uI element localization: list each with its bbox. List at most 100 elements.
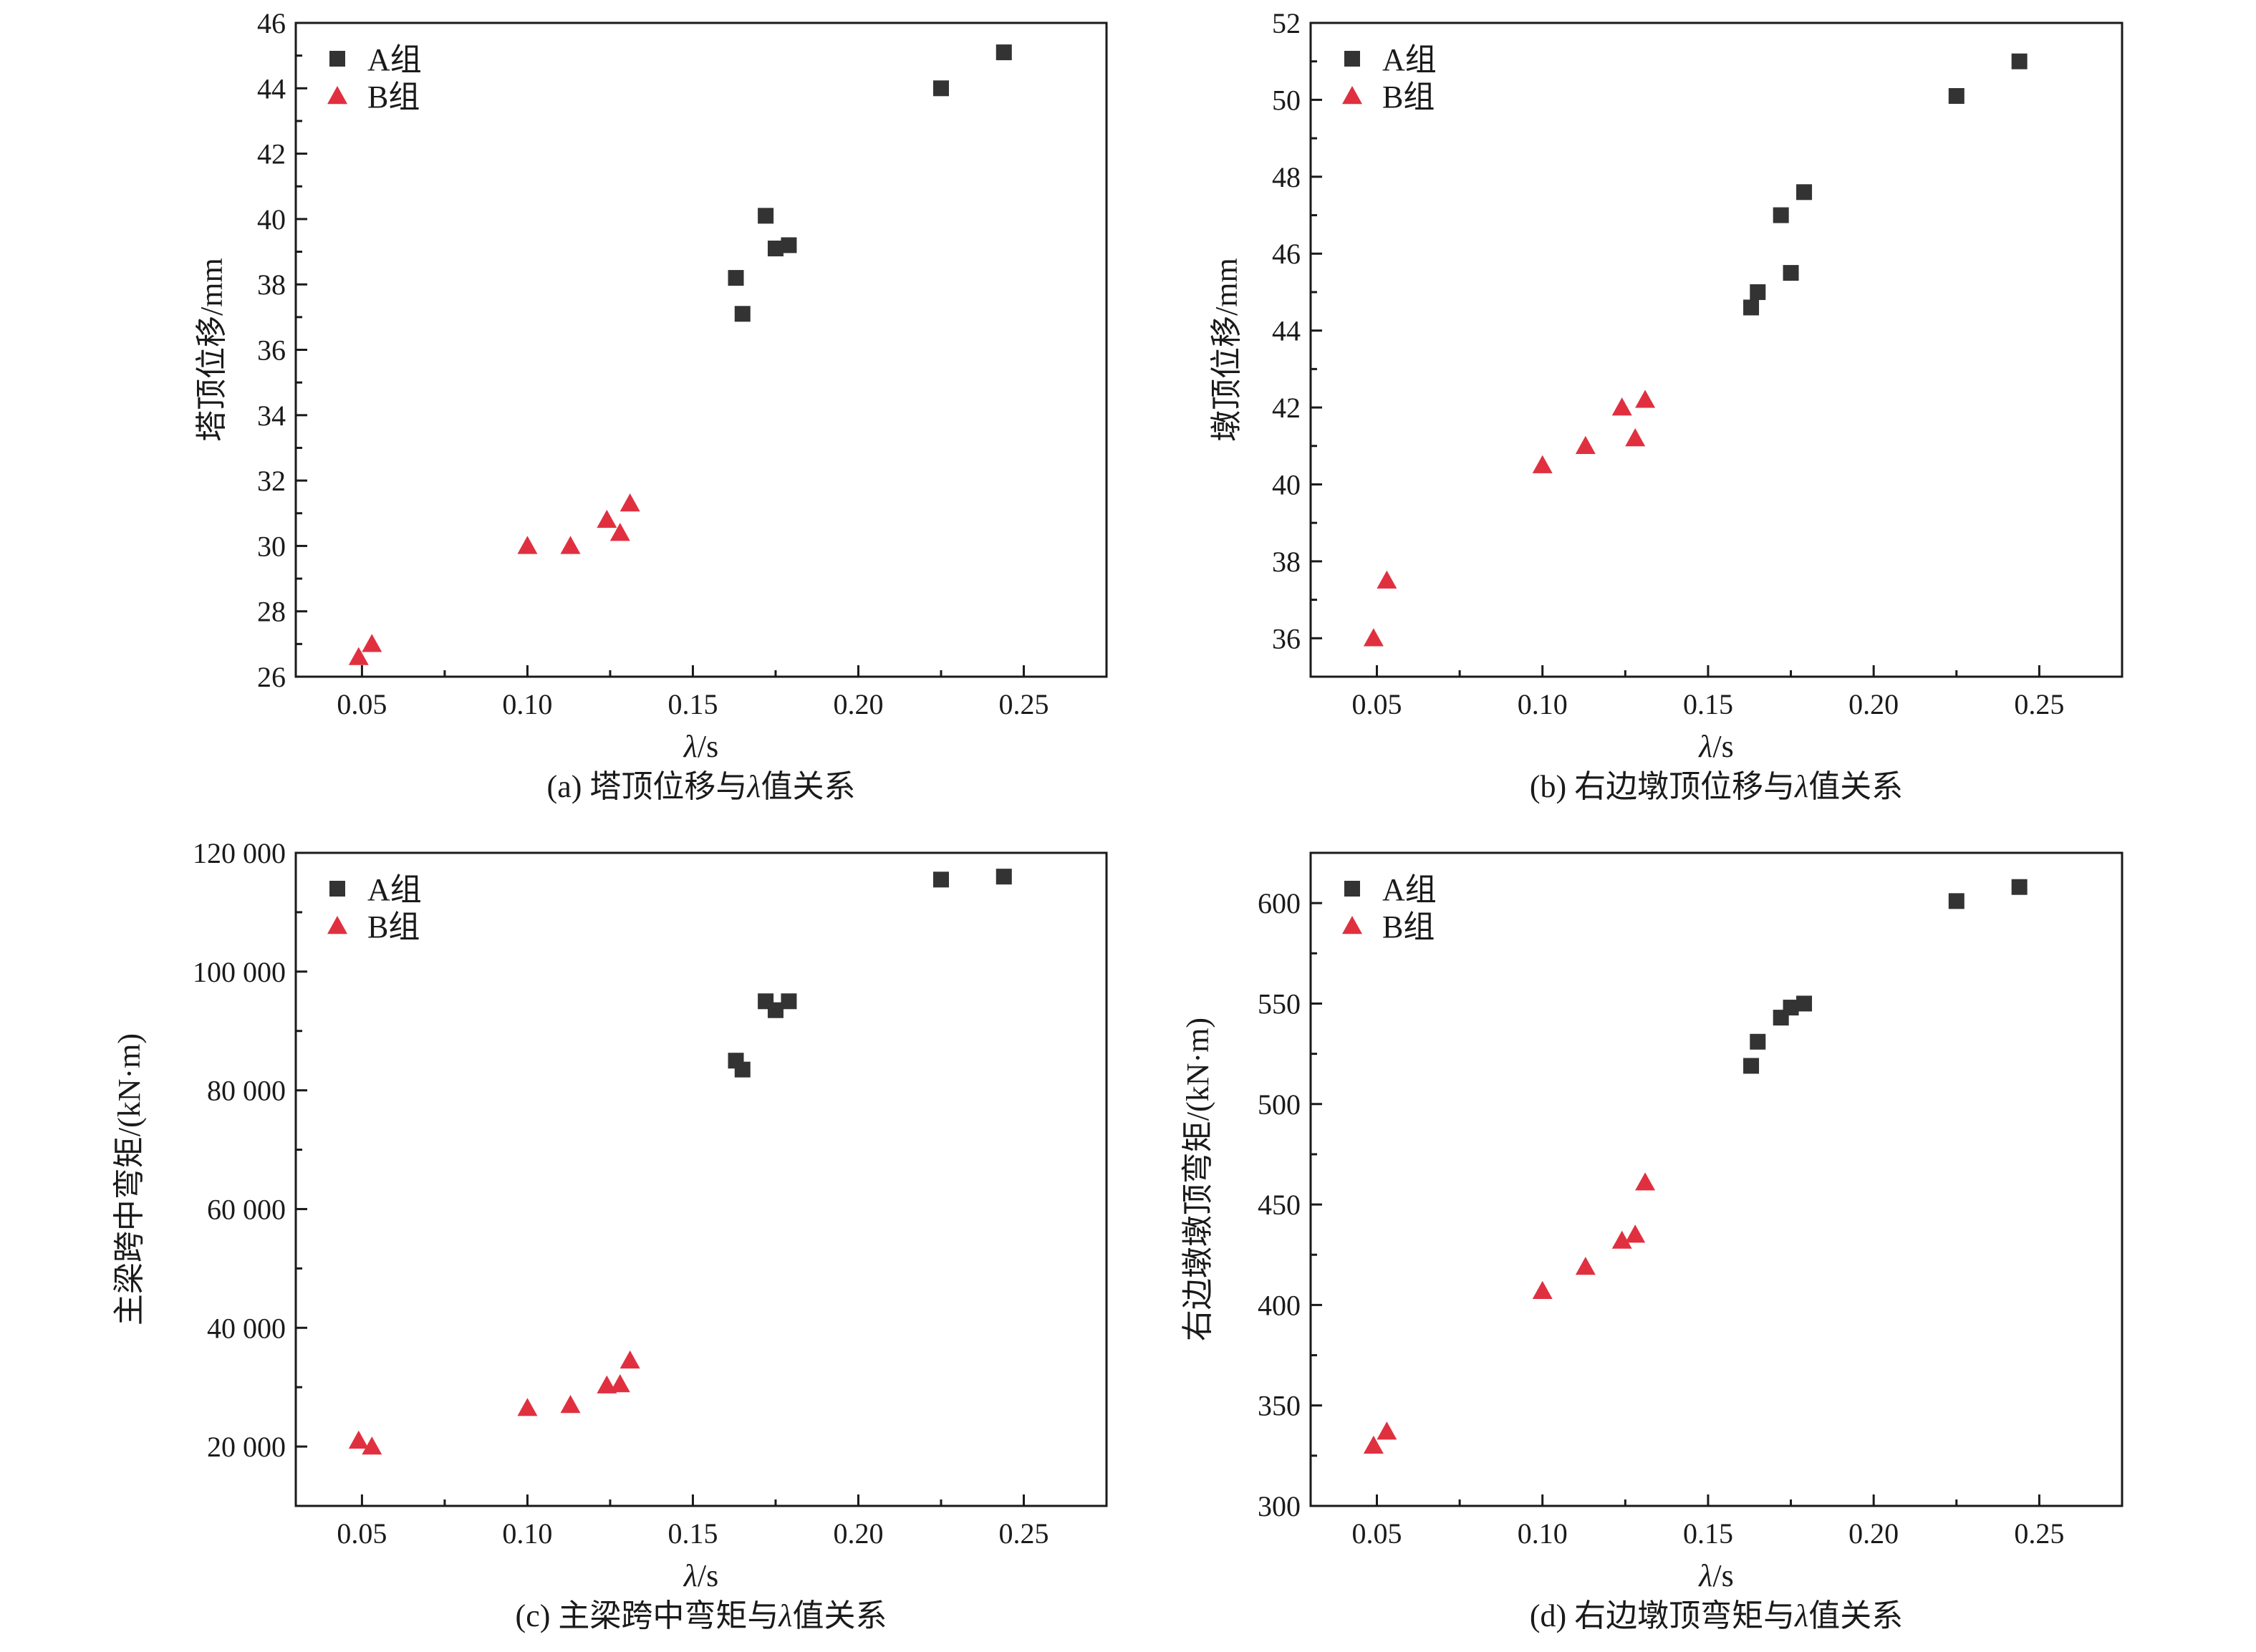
caption-lambda: λ — [746, 769, 761, 804]
data-point-a — [996, 869, 1012, 885]
legend-label: A组 — [367, 872, 422, 907]
data-point-a — [1783, 1000, 1799, 1016]
legend-label: B组 — [1382, 79, 1435, 115]
x-axis-variable: λ — [1697, 1558, 1712, 1593]
caption-suffix: 值关系 — [1808, 1598, 1903, 1633]
y-tick-label: 50 — [1272, 84, 1301, 116]
data-point-b — [620, 493, 640, 512]
data-point-a — [767, 240, 784, 256]
legend-marker-b — [327, 916, 347, 934]
data-point-b — [1611, 397, 1632, 416]
chart-panel-b: 0.05 0.10 0.15 0.20 0.25 36 38 40 42 44 46 48 50 52 λ/… — [1128, 0, 2256, 826]
x-tick-label: 0.05 — [1351, 1517, 1402, 1550]
data-point-b — [1625, 428, 1646, 447]
chart-caption: (c) 主梁跨中弯矩与λ值关系 — [516, 1598, 887, 1633]
data-point-b — [609, 1374, 630, 1393]
x-tick-label: 0.10 — [502, 1517, 552, 1550]
data-point-b — [1377, 1421, 1397, 1440]
caption-prefix: (a) 塔顶位移与 — [547, 769, 748, 804]
data-point-b — [620, 1350, 640, 1369]
data-point-b — [362, 1436, 382, 1455]
y-tick-label: 46 — [257, 7, 286, 39]
data-point-b — [609, 523, 630, 541]
y-tick-label: 400 — [1258, 1289, 1301, 1321]
plot-frame — [1309, 21, 2124, 678]
y-tick-label: 80 000 — [207, 1075, 286, 1107]
legend-label: A组 — [1382, 42, 1437, 77]
chart-caption: (b) 右边墩顶位移与λ值关系 — [1530, 769, 1903, 804]
chart-panel-d: 0.05 0.10 0.15 0.20 0.25 300 350 400 450 500 550 60… — [1128, 826, 2256, 1651]
y-tick-label: 32 — [257, 465, 286, 497]
x-axis-unit: /s — [1712, 1558, 1733, 1593]
y-tick-label: 46 — [1272, 238, 1301, 270]
y-tick-label: 550 — [1258, 987, 1301, 1020]
y-tick-label: 38 — [257, 269, 286, 301]
caption-lambda: λ — [1793, 769, 1808, 804]
x-axis-title: λ/s — [1697, 729, 1733, 764]
data-point-a — [781, 237, 797, 253]
y-tick-label: 48 — [1272, 161, 1301, 193]
y-axis-title: 塔顶位移/mm — [194, 258, 229, 442]
data-point-a — [932, 871, 949, 888]
caption-lambda: λ — [777, 1598, 792, 1633]
chart-svg: 0.05 0.10 0.15 0.20 0.25363840424446485052λ/… — [1209, 7, 2124, 804]
legend-marker-a — [329, 51, 345, 67]
x-tick-label: 0.15 — [667, 688, 718, 720]
y-tick-label: 26 — [257, 661, 286, 693]
data-point-a — [1796, 995, 1813, 1012]
caption-suffix: 值关系 — [792, 1598, 887, 1633]
data-point-b — [1625, 1224, 1646, 1243]
legend-marker-b — [1342, 86, 1362, 105]
legend-marker-b — [327, 86, 347, 105]
y-tick-label: 350 — [1258, 1390, 1301, 1422]
plot-frame — [294, 851, 1108, 1507]
data-point-b — [1611, 1230, 1632, 1249]
data-point-a — [734, 1061, 751, 1078]
x-tick-label: 0.15 — [1683, 688, 1733, 720]
x-tick-label: 0.05 — [1351, 688, 1402, 720]
legend-marker-a — [1344, 881, 1360, 897]
chart-caption: (d) 右边墩顶弯矩与λ值关系 — [1530, 1598, 1903, 1633]
caption-prefix: (c) 主梁跨中弯矩与 — [516, 1598, 779, 1633]
y-tick-label: 40 — [257, 203, 286, 236]
x-tick-label: 0.15 — [1683, 1517, 1733, 1550]
data-point-a — [932, 80, 949, 97]
data-point-b — [362, 634, 382, 652]
y-tick-label: 120 000 — [193, 837, 286, 869]
data-point-b — [1532, 1280, 1553, 1299]
data-point-b — [560, 536, 581, 554]
data-point-b — [517, 1398, 538, 1416]
y-tick-label: 60 000 — [207, 1193, 286, 1225]
legend-marker-a — [329, 881, 345, 897]
caption-suffix: 值关系 — [761, 769, 855, 804]
x-tick-label: 0.10 — [1518, 1517, 1568, 1550]
x-tick-label: 0.20 — [833, 1517, 883, 1550]
data-point-b — [1575, 435, 1596, 454]
x-tick-label: 0.10 — [1518, 688, 1568, 720]
y-tick-label: 42 — [1272, 392, 1301, 424]
y-tick-label: 36 — [257, 334, 286, 367]
y-tick-label: 600 — [1258, 887, 1301, 919]
x-tick-label: 0.05 — [337, 1517, 387, 1550]
y-tick-label: 30 — [257, 530, 286, 562]
x-axis-variable: λ — [683, 729, 698, 764]
data-point-b — [1363, 628, 1384, 647]
caption-suffix: 值关系 — [1808, 769, 1903, 804]
data-point-b — [560, 1395, 581, 1414]
data-point-a — [1743, 1058, 1760, 1074]
x-tick-label: 0.25 — [998, 1517, 1049, 1550]
y-tick-label: 38 — [1272, 546, 1301, 578]
x-tick-label: 0.25 — [2014, 1517, 2064, 1550]
legend-marker-a — [1344, 51, 1360, 67]
data-point-a — [1773, 207, 1789, 223]
x-axis-variable: λ — [683, 1558, 698, 1593]
y-tick-label: 36 — [1272, 622, 1301, 654]
chart-caption: (a) 塔顶位移与λ值关系 — [547, 769, 856, 804]
data-point-a — [1796, 184, 1813, 201]
chart-svg: 0.05 0.10 0.15 0.20 0.25 26 28 30 32 34 36 38 40 42 44… — [194, 7, 1108, 804]
data-point-a — [734, 306, 751, 322]
chart-panel-a: 0.05 0.10 0.15 0.20 0.25 26 28 30 32 34 36 38 40 42 44… — [0, 0, 1128, 826]
y-tick-label: 20 000 — [207, 1431, 286, 1463]
data-point-a — [2011, 53, 2028, 69]
x-tick-label: 0.15 — [667, 1517, 718, 1550]
